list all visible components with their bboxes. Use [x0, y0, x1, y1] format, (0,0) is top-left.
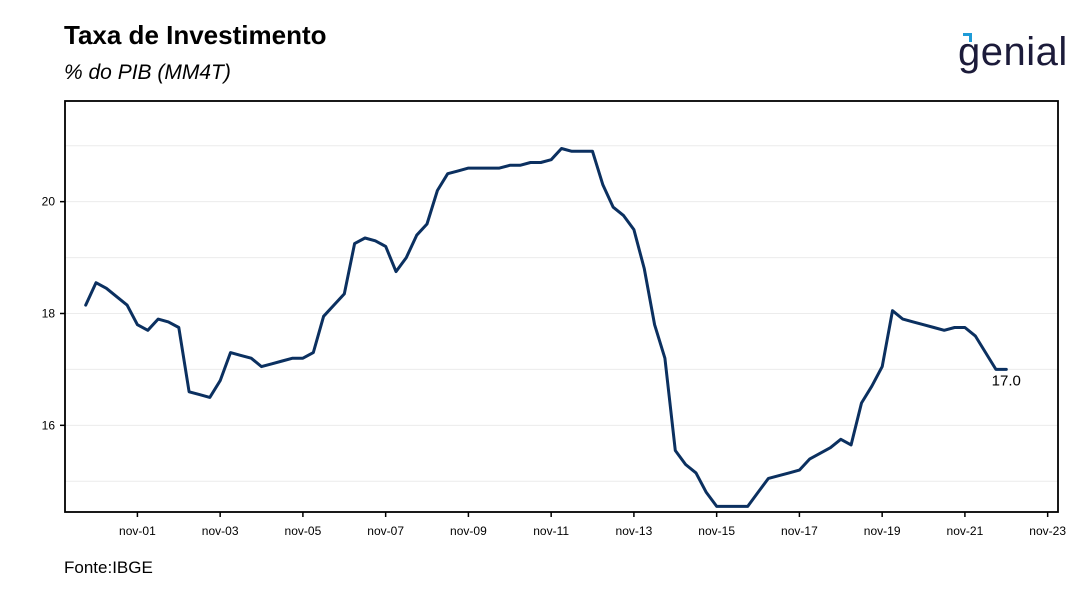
chart-subtitle: % do PIB (MM4T)	[64, 61, 231, 84]
series-line	[84, 147, 1008, 508]
chart-title: Taxa de Investimento	[64, 20, 327, 50]
last-value-label: 17.0	[992, 372, 1021, 389]
x-tick-label: nov-07	[367, 524, 404, 538]
chart-grid	[65, 145, 1058, 482]
y-axis: 16 18 20	[42, 195, 65, 432]
logo-text: genial	[958, 30, 1068, 74]
x-tick-label: nov-05	[285, 524, 322, 538]
plot-frame	[64, 100, 1059, 513]
logo-accent-icon	[963, 33, 972, 42]
y-tick-label: 16	[42, 418, 56, 432]
source-note: Fonte:IBGE	[64, 558, 153, 577]
x-tick-label: nov-15	[698, 524, 735, 538]
x-tick-label: nov-17	[781, 524, 818, 538]
x-tick-label: nov-09	[450, 524, 487, 538]
genial-logo: genial	[958, 28, 1070, 80]
x-axis: nov-01 nov-03 nov-05 nov-07 nov-09 nov-11 nov-…	[119, 512, 1066, 538]
x-tick-label: nov-23	[1029, 524, 1066, 538]
y-tick-label: 18	[42, 306, 56, 320]
x-tick-label: nov-03	[202, 524, 239, 538]
x-tick-label: nov-01	[119, 524, 156, 538]
x-tick-label: nov-19	[864, 524, 901, 538]
x-tick-label: nov-21	[947, 524, 984, 538]
x-tick-label: nov-13	[616, 524, 653, 538]
y-tick-label: 20	[42, 195, 56, 209]
chart-series	[84, 147, 1008, 508]
x-tick-label: nov-11	[533, 524, 569, 538]
